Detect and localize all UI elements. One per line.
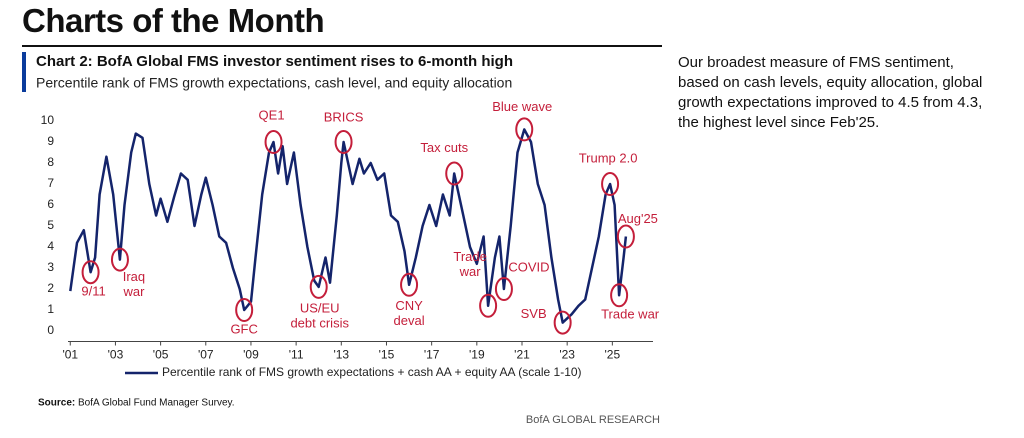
footer: BofA GLOBAL RESEARCH bbox=[526, 414, 660, 426]
annotation-circle bbox=[400, 272, 419, 297]
x-tick-label: '01 bbox=[62, 348, 78, 362]
x-tick-label: '09 bbox=[243, 348, 259, 362]
annotation-label: US/EU bbox=[300, 300, 340, 315]
chart-subtitle: Percentile rank of FMS growth expectatio… bbox=[36, 75, 512, 91]
annotation-label: deval bbox=[394, 313, 425, 328]
annotation-label: Blue wave bbox=[492, 99, 552, 114]
y-tick-label: 4 bbox=[47, 239, 54, 253]
annotation-label: Trade bbox=[453, 249, 486, 264]
annotation-circle bbox=[235, 298, 254, 322]
chart-title: Chart 2: BofA Global FMS investor sentim… bbox=[36, 53, 513, 70]
legend-label: Percentile rank of FMS growth expectatio… bbox=[162, 365, 582, 379]
x-tick-label: '03 bbox=[108, 348, 124, 362]
annotation-label: QE1 bbox=[259, 107, 285, 122]
x-tick-label: '05 bbox=[153, 348, 169, 362]
x-tick-label: '15 bbox=[379, 348, 395, 362]
x-tick-label: '23 bbox=[559, 348, 575, 362]
x-tick-label: '13 bbox=[333, 348, 349, 362]
y-tick-label: 1 bbox=[47, 302, 54, 316]
page-title: Charts of the Month bbox=[22, 2, 325, 39]
side-text: Our broadest measure of FMS sentiment, b… bbox=[678, 54, 983, 131]
y-tick-label: 6 bbox=[47, 197, 54, 211]
x-tick-label: '21 bbox=[514, 348, 530, 362]
annotation-circle bbox=[309, 274, 328, 299]
annotation-circle bbox=[616, 224, 635, 249]
annotation-label: BRICS bbox=[324, 109, 364, 124]
annotation-label: Tax cuts bbox=[420, 140, 468, 155]
annotation-label: Trade war bbox=[601, 307, 660, 322]
annotation-circle bbox=[610, 283, 629, 308]
annotation-circle bbox=[334, 130, 353, 154]
x-tick-label: '11 bbox=[289, 348, 304, 362]
y-tick-label: 9 bbox=[47, 134, 54, 148]
x-tick-label: '17 bbox=[424, 348, 440, 362]
annotation-circle bbox=[264, 130, 283, 154]
annotation-label: GFC bbox=[230, 321, 257, 336]
y-tick-label: 2 bbox=[47, 281, 54, 295]
annotation-circle bbox=[81, 260, 100, 285]
source: BofA Global Fund Manager Survey. bbox=[78, 398, 235, 409]
annotation-circle bbox=[553, 310, 572, 335]
annotation-label: SVB bbox=[521, 306, 547, 321]
annotation-label: Aug'25 bbox=[618, 211, 658, 226]
y-tick-label: 8 bbox=[47, 155, 54, 169]
source-label: Source: bbox=[38, 398, 75, 409]
x-tick-label: '25 bbox=[605, 348, 621, 362]
annotation-circle bbox=[479, 293, 498, 318]
x-tick-label: '19 bbox=[469, 348, 485, 362]
annotation-label: debt crisis bbox=[290, 315, 349, 330]
annotation-circle bbox=[445, 161, 464, 186]
annotation-label: COVID bbox=[508, 259, 549, 274]
chart: Chart 2: BofA Global FMS investor sentim… bbox=[22, 52, 660, 426]
y-tick-label: 0 bbox=[47, 323, 54, 337]
annotation-label: CNY bbox=[395, 298, 423, 313]
annotation-circle bbox=[110, 247, 129, 272]
annotation-label: war bbox=[459, 264, 482, 279]
annotation-circle bbox=[601, 172, 620, 196]
y-tick-label: 10 bbox=[41, 113, 55, 127]
annotation-label: Iraq bbox=[123, 269, 145, 284]
data-line bbox=[69, 128, 628, 324]
title-rule bbox=[22, 45, 662, 47]
y-tick-label: 7 bbox=[47, 176, 54, 190]
annotation-circle bbox=[494, 277, 513, 301]
y-tick-label: 3 bbox=[47, 260, 54, 274]
annotation-circle bbox=[515, 117, 534, 142]
title-accent bbox=[22, 52, 26, 92]
annotation-label: Trump 2.0 bbox=[579, 150, 638, 165]
annotation-label: war bbox=[122, 284, 145, 299]
x-tick-label: '07 bbox=[198, 348, 214, 362]
annotation-label: 9/11 bbox=[81, 284, 105, 299]
y-tick-label: 5 bbox=[47, 218, 54, 232]
